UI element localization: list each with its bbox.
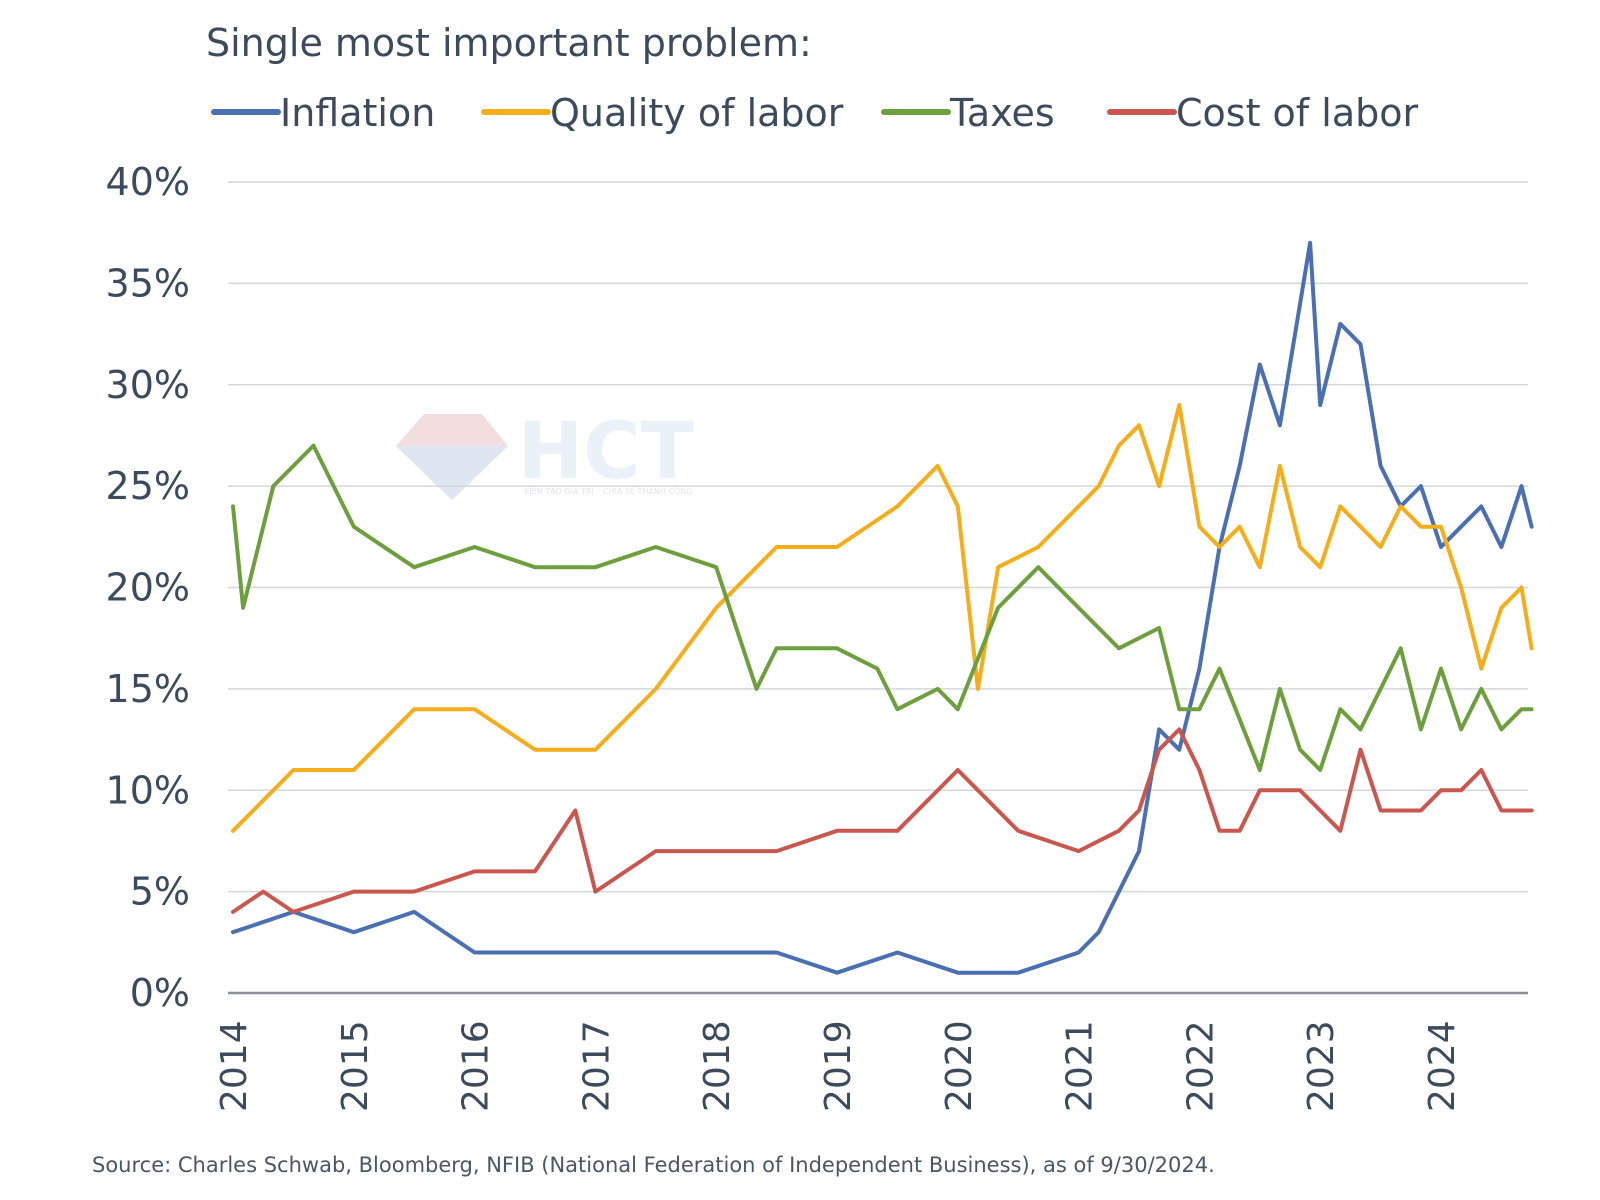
y-tick-label: 25% [106,464,190,508]
series-line-cost-of-labor [231,727,1534,914]
x-tick-label: 2023 [1301,1020,1342,1112]
x-tick-label: 2024 [1422,1020,1463,1112]
x-tick-label: 2020 [939,1020,980,1112]
y-tick-label: 20% [106,566,190,610]
chart-title: Single most important problem: [206,21,812,65]
legend-label: Taxes [949,91,1055,135]
legend: Inflation Quality of labor Taxes Cost of la… [211,91,1418,135]
legend-label: Cost of labor [1176,91,1418,135]
series-lines [231,240,1534,975]
y-tick-label: 30% [106,363,190,407]
y-tick-label: 40% [106,160,190,204]
series-line-inflation [231,240,1534,975]
y-axis-ticks: 0% 5% 10% 15% 20% 25% 30% 35% 40% [106,160,190,1015]
x-tick-label: 2019 [818,1020,859,1112]
legend-label: Inflation [280,91,435,135]
series-line-quality-of-labor [231,403,1534,833]
watermark-brand: HCT [518,407,694,497]
y-tick-label: 5% [130,870,190,914]
series-line-taxes [231,443,1534,772]
x-tick-label: 2022 [1180,1020,1221,1112]
y-tick-label: 15% [106,667,190,711]
x-tick-label: 2017 [576,1020,617,1112]
grid-lines [228,181,1528,893]
x-tick-label: 2014 [214,1020,255,1112]
y-tick-label: 0% [130,971,190,1015]
watermark-logo: HCT KIẾN TẠO GIÁ TRỊ – CHIA SẺ THÀNH CÔN… [396,407,694,500]
y-tick-label: 35% [106,261,190,305]
x-axis-ticks: 2014 2015 2016 2017 2018 2019 2020 2021 2022 2023… [214,1020,1463,1112]
watermark-tagline: KIẾN TẠO GIÁ TRỊ – CHIA SẺ THÀNH CÔNG [524,485,693,497]
y-tick-label: 10% [106,768,190,812]
source-note: Source: Charles Schwab, Bloomberg, NFIB … [92,1153,1215,1177]
x-tick-label: 2018 [697,1020,738,1112]
x-tick-label: 2015 [335,1020,376,1112]
watermark-diamond-lower [396,446,508,500]
x-tick-label: 2016 [456,1020,497,1112]
x-tick-label: 2021 [1060,1020,1101,1112]
legend-label: Quality of labor [550,91,844,135]
